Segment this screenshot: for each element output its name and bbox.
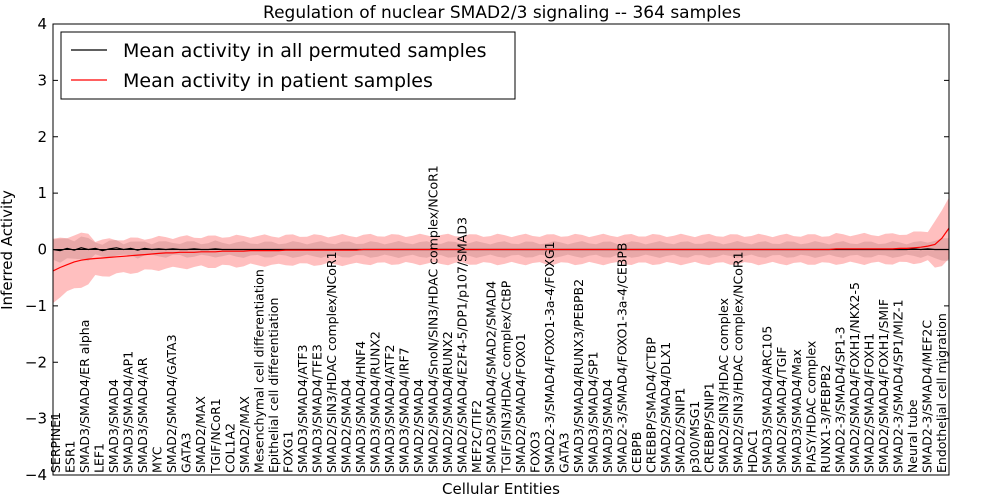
entity-label: SMAD3/SMAD4/AR: [135, 357, 150, 473]
entity-label: SERPINE1: [48, 412, 63, 473]
entity-label: SMAD2/SMAD4/SnoN/SIN3/HDAC complex/NCoR1: [426, 165, 441, 473]
y-tick-label: 2: [37, 128, 47, 146]
entity-label: HDAC1: [745, 429, 760, 473]
entity-label: ESR1: [63, 440, 78, 472]
entity-label: SMAD2/SMAD4/FOXH1/SMIF: [876, 299, 891, 473]
entity-label: SMAD3/SMAD4/RUNX3/PEBPB2: [571, 279, 586, 473]
entity-label: SMAD3/SMAD4: [600, 379, 615, 473]
entity-label: SMAD3/SMAD4/ATF2: [382, 345, 397, 473]
entity-label: SMAD2-3/SMAD4/FOXO1-3a-4/FOXG1: [542, 241, 557, 473]
entity-label: CREBBP/SMAD4/CTBP: [644, 337, 659, 473]
y-tick-label: 1: [37, 184, 47, 202]
entity-label: PIASY/HDAC complex: [803, 341, 818, 473]
entity-label: SMAD2/SMAD4/FOXO1: [513, 333, 528, 473]
legend: Mean activity in all permuted samples Me…: [60, 31, 516, 100]
entity-label: SMAD3/SMAD4/HNF4: [353, 341, 368, 473]
entity-label: SMAD3/SMAD4/ARC105: [760, 326, 775, 473]
chart-title: Regulation of nuclear SMAD2/3 signaling …: [263, 3, 741, 23]
entity-label: Mesenchymal cell differentiation: [251, 269, 266, 473]
entity-label: SMAD3/SMAD4/TFE3: [309, 344, 324, 473]
entity-label: FOXG1: [280, 431, 295, 473]
entity-label: SMAD2/SIN3/HDAC complex: [716, 298, 731, 473]
legend-box: [60, 31, 516, 100]
entity-label: FOXO3: [527, 431, 542, 473]
entity-label: SMAD2/SNIP1: [673, 388, 688, 474]
entity-label: SMAD2/SMAD4/GATA3: [164, 334, 179, 473]
entity-label: SMAD2/SMAD4: [339, 379, 354, 473]
entity-label: SMAD2-3/SMAD4/SP1-3: [832, 326, 847, 472]
entity-label: CREBBP/SNIP1: [702, 382, 717, 473]
entity-label: SMAD3/SMAD4/SMAD2/SMAD4: [484, 281, 499, 473]
y-tick-label: 0: [37, 241, 47, 259]
entity-label: SMAD2/SMAD4/RUNX2: [440, 331, 455, 473]
entity-label: SMAD2/MAX: [193, 396, 208, 473]
y-tick-label: 4: [37, 15, 47, 33]
y-tick-label: −2: [25, 353, 47, 371]
entity-label: Neural tube: [905, 399, 920, 473]
entity-label: SMAD2/MAX: [237, 396, 252, 473]
entity-label: SMAD3/SMAD4/ER alpha: [77, 320, 92, 473]
entity-label: GATA3: [179, 433, 194, 473]
entity-label: SMAD3/SMAD4/AP1: [121, 351, 136, 473]
entity-label: Epithelial cell differentiation: [266, 297, 281, 473]
entity-label: COL1A2: [222, 423, 237, 473]
entity-label: TGIF/NCoR1: [208, 398, 223, 474]
y-axis: −4 −3 −2 −1 0 1 2 3 4: [25, 15, 949, 484]
y-tick-label: −3: [25, 410, 47, 428]
y-axis-label: Inferred Activity: [0, 190, 16, 310]
line-layer: [52, 227, 950, 272]
y-tick-label: −4: [25, 466, 47, 484]
entity-label: SMAD2-3/SMAD4/MEF2C: [920, 320, 935, 473]
entity-label: SMAD2/SIN3/HDAC complex/NCoR1: [731, 251, 746, 473]
entity-label: SMAD2-3/SMAD4/SP1/MIZ-1: [890, 299, 905, 473]
legend-label-patient: Mean activity in patient samples: [123, 70, 433, 92]
entity-label: SMAD3/SMAD4/RUNX2: [368, 331, 383, 473]
entity-label: SMAD3/SMAD4: [106, 379, 121, 473]
entity-label: SMAD2/SMAD4/TGIF: [774, 347, 789, 473]
entity-label: SMAD2/SIN3/HDAC complex/NCoR1: [324, 251, 339, 473]
entity-label: MEF2C/TIF2: [469, 400, 484, 473]
entity-label: SMAD2/SMAD4/DLX1: [658, 342, 673, 473]
entity-label: SMAD2/SMAD4/FOXH1/NKX2-5: [847, 282, 862, 473]
entity-label: GATA3: [556, 433, 571, 473]
entity-labels: SERPINE1 ESR1 SMAD3/SMAD4/ER alpha LEF1 SMAD…: [48, 165, 949, 474]
entity-label: SMAD2/SMAD4/FOXH1: [861, 333, 876, 473]
y-tick-label: 3: [37, 71, 47, 89]
y-tick-label: −1: [25, 297, 47, 315]
band-patient: [53, 197, 949, 304]
entity-label: CEBPB: [629, 432, 644, 473]
entity-label: RUNX1-3/PEBPB2: [818, 365, 833, 473]
entity-label: TGIF/SIN3/HDAC complex/CtBP: [498, 280, 513, 474]
entity-label: SMAD3/SMAD4/ATF3: [295, 344, 310, 472]
x-axis-label: Cellular Entities: [442, 480, 560, 498]
entity-label: SMAD3/SMAD4/Max: [789, 349, 804, 473]
legend-label-permuted: Mean activity in all permuted samples: [123, 40, 486, 62]
entity-label: Endothelial cell migration: [934, 313, 949, 473]
entity-label: SMAD3/SMAD4/SP1: [585, 351, 600, 473]
entity-label: SMAD2/SMAD4: [411, 379, 426, 473]
entity-label: SMAD2/SMAD4/E2F4-5/DP1/p107/SMAD3: [455, 217, 470, 473]
entity-label: MYC: [150, 446, 165, 473]
line-patient: [52, 227, 950, 272]
entity-label: SMAD2-3/SMAD4/FOXO1-3a-4/CEBPB: [615, 243, 630, 473]
entity-label: SMAD3/SMAD4/IRF7: [397, 347, 412, 473]
entity-label: LEF1: [92, 443, 107, 473]
entity-label: p300/MSG1: [687, 401, 702, 473]
